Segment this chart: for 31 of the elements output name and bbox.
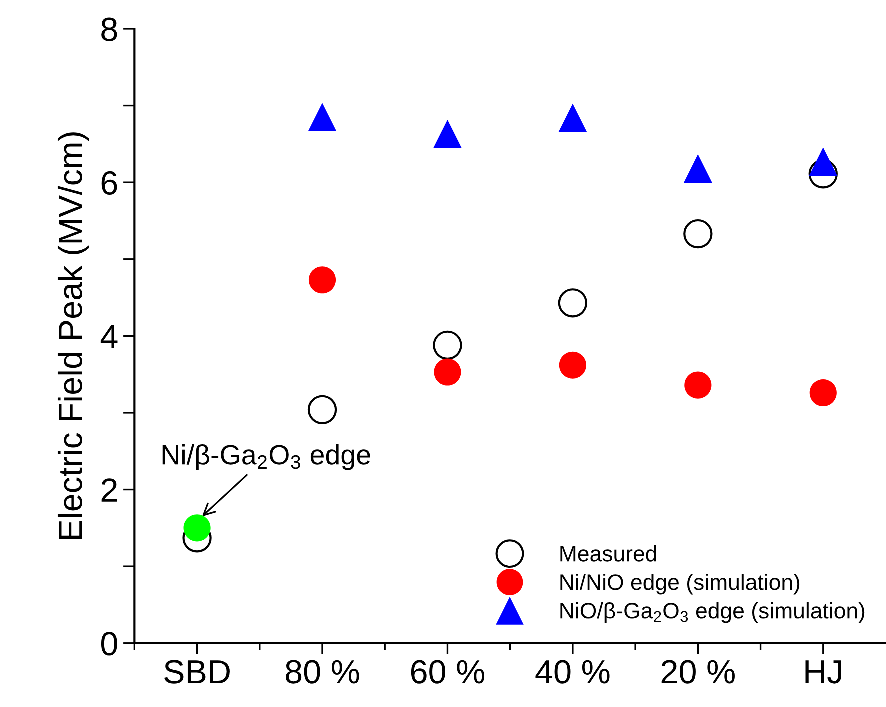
x-tick-label: 40 % [536, 660, 610, 684]
point [433, 120, 462, 148]
y-tick-label: 8 [102, 18, 118, 42]
y-tick-label: 0 [101, 632, 118, 656]
legend-label: Measured [560, 545, 656, 562]
x-tick-label: 20 % [662, 660, 735, 684]
point [184, 514, 211, 542]
point [433, 330, 462, 360]
point [558, 288, 588, 318]
point [308, 103, 337, 132]
y-tick-label: 6 [102, 171, 118, 195]
x-tick-label: 80 % [286, 660, 360, 684]
legend-label: NiO/β-Ga$_{2}$O$_{3}$ edge (simulation) [560, 602, 865, 624]
point [558, 104, 588, 132]
annotation: Ni/β-Ga$_{2}$O$_{3}$ edge [162, 444, 370, 470]
legend-label: Ni/NiO edge (simulation) [560, 574, 800, 595]
point [809, 148, 838, 176]
y-tick-label: 2 [102, 478, 118, 502]
point [684, 219, 713, 249]
x-tick-label: SBD [164, 660, 230, 684]
point [434, 358, 462, 386]
point [684, 154, 712, 183]
point [308, 395, 338, 424]
y-tick-label: 4 [100, 325, 118, 348]
point [810, 379, 837, 407]
point [559, 352, 586, 379]
point [308, 266, 336, 294]
x-tick-label: 60 % [411, 660, 485, 684]
point [684, 372, 712, 399]
x-tick-label: HJ [806, 660, 842, 684]
y-axis-title: Electric Field Peak (MV/cm) [58, 132, 90, 540]
